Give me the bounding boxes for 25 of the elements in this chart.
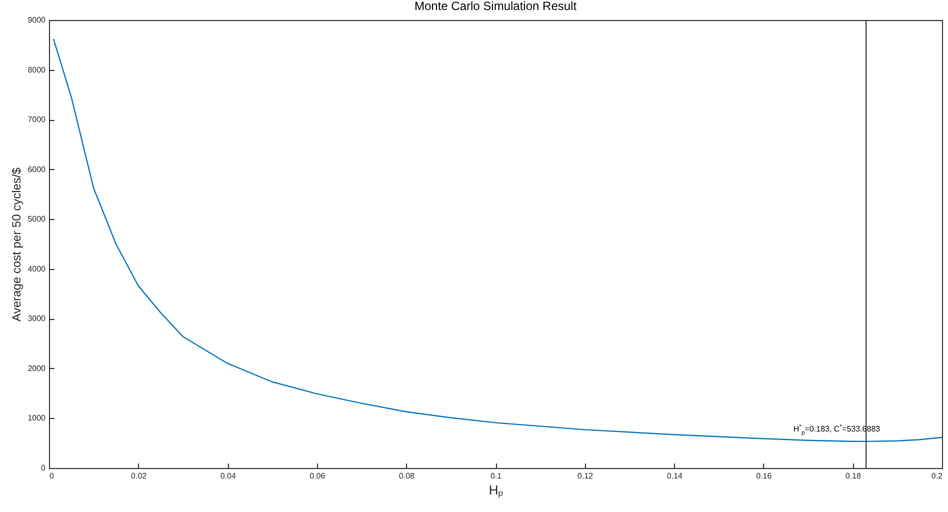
y-tick-label: 2000 [28, 364, 46, 373]
x-tick-label: 0.1 [490, 472, 502, 480]
y-tick-label: 3000 [28, 314, 46, 324]
x-tick-label: 0.18 [845, 472, 862, 480]
x-tick-label: 0.16 [756, 472, 772, 480]
x-tick-label: 0.08 [398, 472, 416, 480]
x-tick-label: 0.14 [666, 472, 683, 480]
x-axis-title: Hₚ [488, 482, 504, 498]
y-tick-label: 0 [41, 464, 46, 472]
y-tick-label: 8000 [28, 65, 46, 74]
y-tick-label: 4000 [28, 264, 46, 274]
x-tick-label: 0.04 [220, 472, 236, 480]
y-axis-title: Average cost per 50 cycles/$ [10, 167, 24, 322]
x-tick-label: 0.12 [578, 472, 594, 480]
chart-title: Monte Carlo Simulation Result [414, 0, 578, 13]
y-tick-label: 9000 [28, 16, 46, 24]
line-series [52, 38, 942, 442]
x-tick-label: 0.06 [310, 472, 326, 480]
y-tick-label: 5000 [28, 214, 46, 224]
x-tick-label: 0.02 [131, 472, 148, 480]
y-tick-label: 6000 [28, 164, 46, 174]
y-tick-label: 7000 [28, 115, 46, 124]
x-tick-label: 0 [50, 472, 54, 480]
y-tick-label: 1000 [28, 414, 46, 423]
x-tick-label: 0.2 [931, 472, 944, 480]
